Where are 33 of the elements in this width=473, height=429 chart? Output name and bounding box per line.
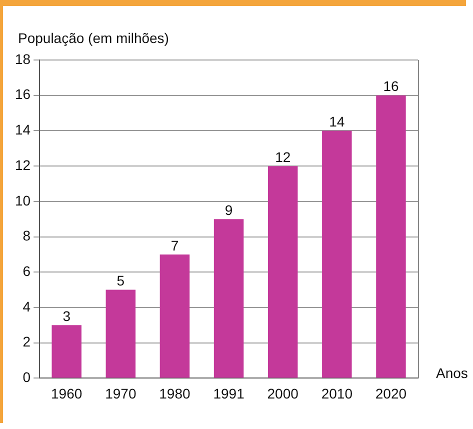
y-axis-title: População (em milhões): [18, 30, 169, 46]
bar: [322, 130, 352, 378]
bar: [106, 290, 136, 378]
bar: [376, 95, 406, 378]
bar: [268, 166, 298, 378]
y-tick-label: 16: [14, 86, 31, 102]
y-tick-label: 6: [22, 262, 31, 279]
y-tick-label: 18: [14, 50, 31, 67]
bar: [214, 219, 244, 378]
x-axis-title: Anos: [436, 365, 468, 382]
y-tick-label: 0: [22, 369, 31, 386]
data-label: 16: [383, 78, 399, 94]
data-label: 9: [224, 202, 233, 218]
y-tick-label: 12: [14, 156, 31, 173]
x-tick-label: 1991: [213, 385, 245, 402]
data-label: 5: [116, 272, 125, 289]
x-tick-label: 1970: [105, 385, 136, 402]
bar: [52, 325, 82, 378]
y-tick-label: 10: [14, 192, 31, 208]
data-label: 7: [170, 237, 179, 254]
x-tick-label: 2010: [321, 385, 353, 402]
data-label: 14: [329, 114, 345, 130]
y-tick-label: 4: [22, 298, 31, 314]
x-tick-label: 1960: [51, 385, 82, 402]
bar: [160, 254, 190, 378]
data-label: 12: [275, 148, 291, 165]
x-tick-label: 2020: [375, 385, 407, 402]
data-label: 3: [62, 308, 71, 324]
x-tick-label: 1980: [159, 385, 191, 402]
x-tick-label: 2000: [267, 385, 299, 402]
y-tick-label: 14: [14, 122, 31, 138]
y-tick-label: 8: [22, 228, 31, 244]
y-tick-label: 2: [22, 334, 31, 350]
